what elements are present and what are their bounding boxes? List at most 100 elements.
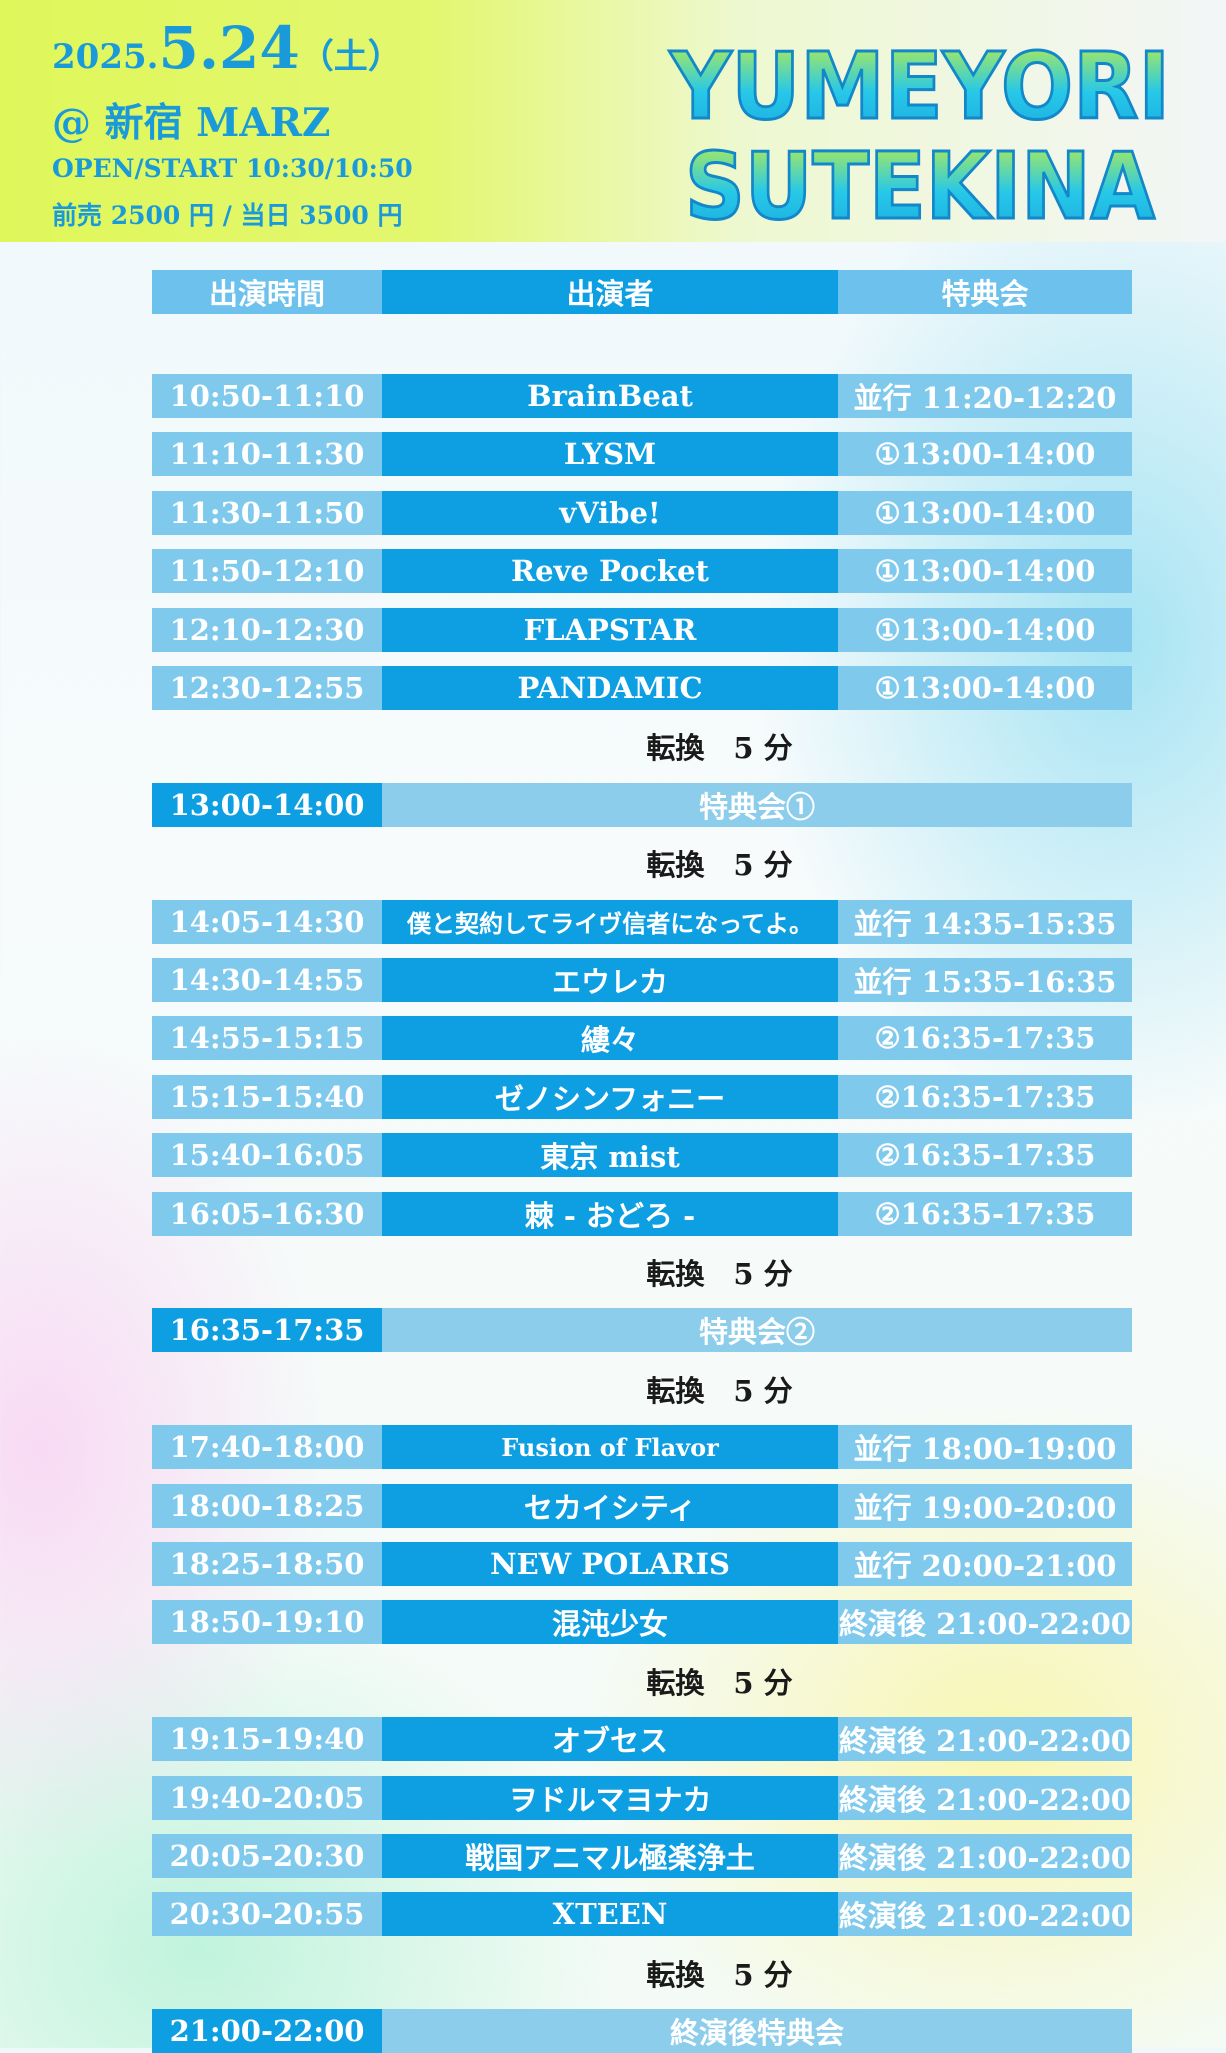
table-row: 19:15-19:40 オブセス 終演後 21:00-22:00 bbox=[152, 1717, 1132, 1762]
row-bonus: 終演後 21:00-22:00 bbox=[838, 1717, 1132, 1762]
event-date: 2025.5.24（土） bbox=[52, 14, 402, 82]
table-row: 12:30-12:55 PANDAMIC ①13:00-14:00 bbox=[152, 666, 1132, 710]
changeover-label: 転換 5 分 bbox=[646, 1257, 793, 1291]
row-performer: FLAPSTAR bbox=[382, 607, 838, 652]
row-bonus: 終演後 21:00-22:00 bbox=[838, 1834, 1132, 1878]
row-bonus: 並行 15:35-16:35 bbox=[838, 958, 1132, 1002]
row-time: 12:30-12:55 bbox=[152, 666, 382, 710]
tokuten-row: 16:35-17:35 特典会② bbox=[152, 1308, 1132, 1353]
table-row: 14:30-14:55 エウレカ 並行 15:35-16:35 bbox=[152, 958, 1132, 1002]
row-bonus: ②16:35-17:35 bbox=[838, 1133, 1132, 1178]
table-row: 18:50-19:10 混沌少女 終演後 21:00-22:00 bbox=[152, 1600, 1132, 1645]
table-row: 11:10-11:30 LYSM ①13:00-14:00 bbox=[152, 432, 1132, 477]
row-performer: 棘 - おどろ - bbox=[382, 1191, 838, 1236]
row-bonus: 終演後 21:00-22:00 bbox=[838, 1892, 1132, 1937]
tokuten-time: 13:00-14:00 bbox=[152, 782, 382, 827]
changeover-label: 転換 5 分 bbox=[646, 731, 793, 766]
row-performer: ヲドルマヨナカ bbox=[382, 1775, 838, 1820]
row-time: 15:40-16:05 bbox=[152, 1133, 382, 1178]
table-row: 18:00-18:25 セカイシティ 並行 19:00-20:00 bbox=[152, 1483, 1132, 1528]
header-bonus: 特典会 bbox=[838, 270, 1132, 314]
row-time: 14:05-14:30 bbox=[152, 899, 382, 944]
row-performer: BrainBeat bbox=[382, 374, 838, 418]
row-bonus: ②16:35-17:35 bbox=[838, 1191, 1132, 1236]
logo-line2: SUTEKINA bbox=[685, 133, 1155, 230]
row-bonus: 終演後 21:00-22:00 bbox=[838, 1600, 1132, 1645]
table-row: 20:30-20:55 XTEEN 終演後 21:00-22:00 bbox=[152, 1892, 1132, 1937]
event-header: 2025.5.24（土） @ 新宿 MARZ OPEN/START 10:30/… bbox=[0, 0, 1226, 242]
row-time: 15:15-15:40 bbox=[152, 1074, 382, 1119]
row-performer: ゼノシンフォニー bbox=[382, 1074, 838, 1119]
changeover-label: 転換 5 分 bbox=[646, 1373, 793, 1408]
changeover-label: 転換 5 分 bbox=[646, 1957, 793, 1992]
tokuten-row: 13:00-14:00 特典会① bbox=[152, 782, 1132, 827]
row-time: 19:15-19:40 bbox=[152, 1717, 382, 1762]
tokuten-label: 終演後特典会 bbox=[382, 2009, 1132, 2053]
table-row: 14:05-14:30 僕と契約してライヴ信者になってよ。 並行 14:35-15:… bbox=[152, 899, 1132, 944]
tokuten-row: 21:00-22:00 終演後特典会 bbox=[152, 2009, 1132, 2053]
row-performer: セカイシティ bbox=[382, 1483, 838, 1528]
row-performer: 縷々 bbox=[382, 1016, 838, 1061]
row-bonus: ①13:00-14:00 bbox=[838, 549, 1132, 594]
row-time: 18:50-19:10 bbox=[152, 1600, 382, 1645]
row-performer: 戦国アニマル極楽浄土 bbox=[382, 1834, 838, 1878]
row-performer: エウレカ bbox=[382, 958, 838, 1002]
row-time: 11:10-11:30 bbox=[152, 432, 382, 477]
table-row: 17:40-18:00 Fusion of Flavor 並行 18:00-19:0… bbox=[152, 1425, 1132, 1470]
row-bonus: ②16:35-17:35 bbox=[838, 1016, 1132, 1061]
row-time: 16:05-16:30 bbox=[152, 1191, 382, 1236]
row-time: 20:30-20:55 bbox=[152, 1892, 382, 1937]
row-time: 20:05-20:30 bbox=[152, 1834, 382, 1878]
row-time: 12:10-12:30 bbox=[152, 607, 382, 652]
row-bonus: 並行 18:00-19:00 bbox=[838, 1425, 1132, 1470]
row-performer: 混沌少女 bbox=[382, 1600, 838, 1645]
row-time: 14:30-14:55 bbox=[152, 958, 382, 1002]
row-time: 10:50-11:10 bbox=[152, 374, 382, 418]
row-performer: オブセス bbox=[382, 1717, 838, 1762]
row-bonus: 並行 19:00-20:00 bbox=[838, 1483, 1132, 1528]
event-day-of-week: （土） bbox=[299, 37, 402, 77]
row-time: 18:25-18:50 bbox=[152, 1542, 382, 1586]
row-performer: 東京 mist bbox=[382, 1133, 838, 1178]
event-monthday: 5.24 bbox=[158, 14, 300, 82]
event-year: 2025. bbox=[52, 37, 159, 77]
table-row: 15:15-15:40 ゼノシンフォニー ②16:35-17:35 bbox=[152, 1074, 1132, 1119]
table-row: 10:50-11:10 BrainBeat 並行 11:20-12:20 bbox=[152, 374, 1132, 418]
row-time: 11:30-11:50 bbox=[152, 490, 382, 535]
row-performer: 僕と契約してライヴ信者になってよ。 bbox=[382, 899, 838, 944]
event-logo: YUMEYORI SUTEKINA bbox=[668, 32, 1172, 231]
tokuten-label: 特典会② bbox=[382, 1308, 1132, 1353]
table-row: 14:55-15:15 縷々 ②16:35-17:35 bbox=[152, 1016, 1132, 1061]
row-bonus: ②16:35-17:35 bbox=[838, 1074, 1132, 1119]
table-row: 16:05-16:30 棘 - おどろ - ②16:35-17:35 bbox=[152, 1191, 1132, 1236]
row-bonus: ①13:00-14:00 bbox=[838, 490, 1132, 535]
row-performer: NEW POLARIS bbox=[382, 1542, 838, 1586]
row-performer: Fusion of Flavor bbox=[382, 1425, 838, 1470]
table-row: 19:40-20:05 ヲドルマヨナカ 終演後 21:00-22:00 bbox=[152, 1775, 1132, 1820]
tokuten-time: 16:35-17:35 bbox=[152, 1308, 382, 1353]
event-open-start: OPEN/START 10:30/10:50 bbox=[52, 154, 413, 183]
row-bonus: 終演後 21:00-22:00 bbox=[838, 1775, 1132, 1820]
table-row: 11:50-12:10 Reve Pocket ①13:00-14:00 bbox=[152, 549, 1132, 594]
row-performer: XTEEN bbox=[382, 1892, 838, 1937]
row-bonus: 並行 20:00-21:00 bbox=[838, 1542, 1132, 1586]
row-performer: vVibe! bbox=[382, 490, 838, 535]
changeover-label: 転換 5 分 bbox=[646, 1665, 793, 1700]
row-time: 19:40-20:05 bbox=[152, 1775, 382, 1820]
header-time: 出演時間 bbox=[152, 270, 382, 314]
row-performer: Reve Pocket bbox=[382, 549, 838, 594]
table-row: 20:05-20:30 戦国アニマル極楽浄土 終演後 21:00-22:00 bbox=[152, 1834, 1132, 1878]
row-performer: PANDAMIC bbox=[382, 666, 838, 710]
row-bonus: 並行 14:35-15:35 bbox=[838, 899, 1132, 944]
logo-line1: YUMEYORI bbox=[669, 33, 1170, 140]
row-time: 17:40-18:00 bbox=[152, 1425, 382, 1470]
row-time: 11:50-12:10 bbox=[152, 549, 382, 594]
row-bonus: ①13:00-14:00 bbox=[838, 607, 1132, 652]
row-time: 14:55-15:15 bbox=[152, 1016, 382, 1061]
row-performer: LYSM bbox=[382, 432, 838, 477]
event-price: 前売 2500 円 / 当日 3500 円 bbox=[52, 201, 403, 230]
table-row: 11:30-11:50 vVibe! ①13:00-14:00 bbox=[152, 490, 1132, 535]
table-header: 出演時間 出演者 特典会 bbox=[152, 270, 1132, 314]
tokuten-time: 21:00-22:00 bbox=[152, 2009, 382, 2053]
row-bonus: ①13:00-14:00 bbox=[838, 666, 1132, 710]
